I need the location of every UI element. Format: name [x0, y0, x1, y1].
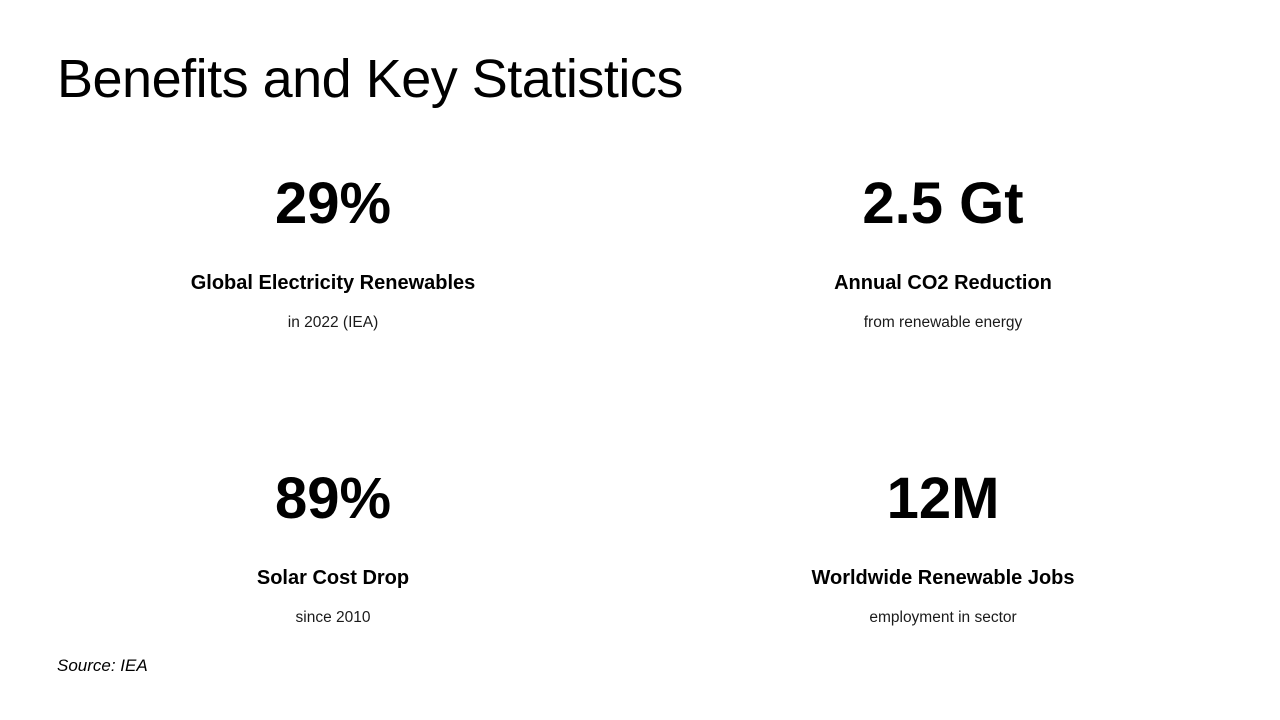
stat-subtext: from renewable energy [863, 314, 1023, 331]
stat-value: 29% [274, 171, 392, 236]
stat-value: 2.5 Gt [862, 171, 1024, 236]
stat-value: 89% [274, 466, 392, 531]
stat-block-electricity-renewables: 29% Global Electricity Renewables in 202… [23, 170, 643, 334]
stat-value: 12M [886, 466, 1000, 531]
stat-block-renewable-jobs: 12M Worldwide Renewable Jobs employment … [633, 465, 1253, 629]
stat-block-solar-cost-drop: 89% Solar Cost Drop since 2010 [23, 465, 643, 629]
stat-label: Worldwide Renewable Jobs [811, 567, 1075, 589]
stat-subtext: since 2010 [295, 609, 371, 626]
slide-title: Benefits and Key Statistics [57, 49, 683, 109]
source-note: Source: IEA [57, 656, 148, 675]
stat-subtext: employment in sector [869, 609, 1017, 626]
stat-label: Annual CO2 Reduction [834, 272, 1052, 294]
stat-subtext: in 2022 (IEA) [287, 314, 379, 331]
stat-block-co2-reduction: 2.5 Gt Annual CO2 Reduction from renewab… [633, 170, 1253, 334]
stat-label: Global Electricity Renewables [190, 272, 476, 294]
stat-label: Solar Cost Drop [256, 567, 410, 589]
